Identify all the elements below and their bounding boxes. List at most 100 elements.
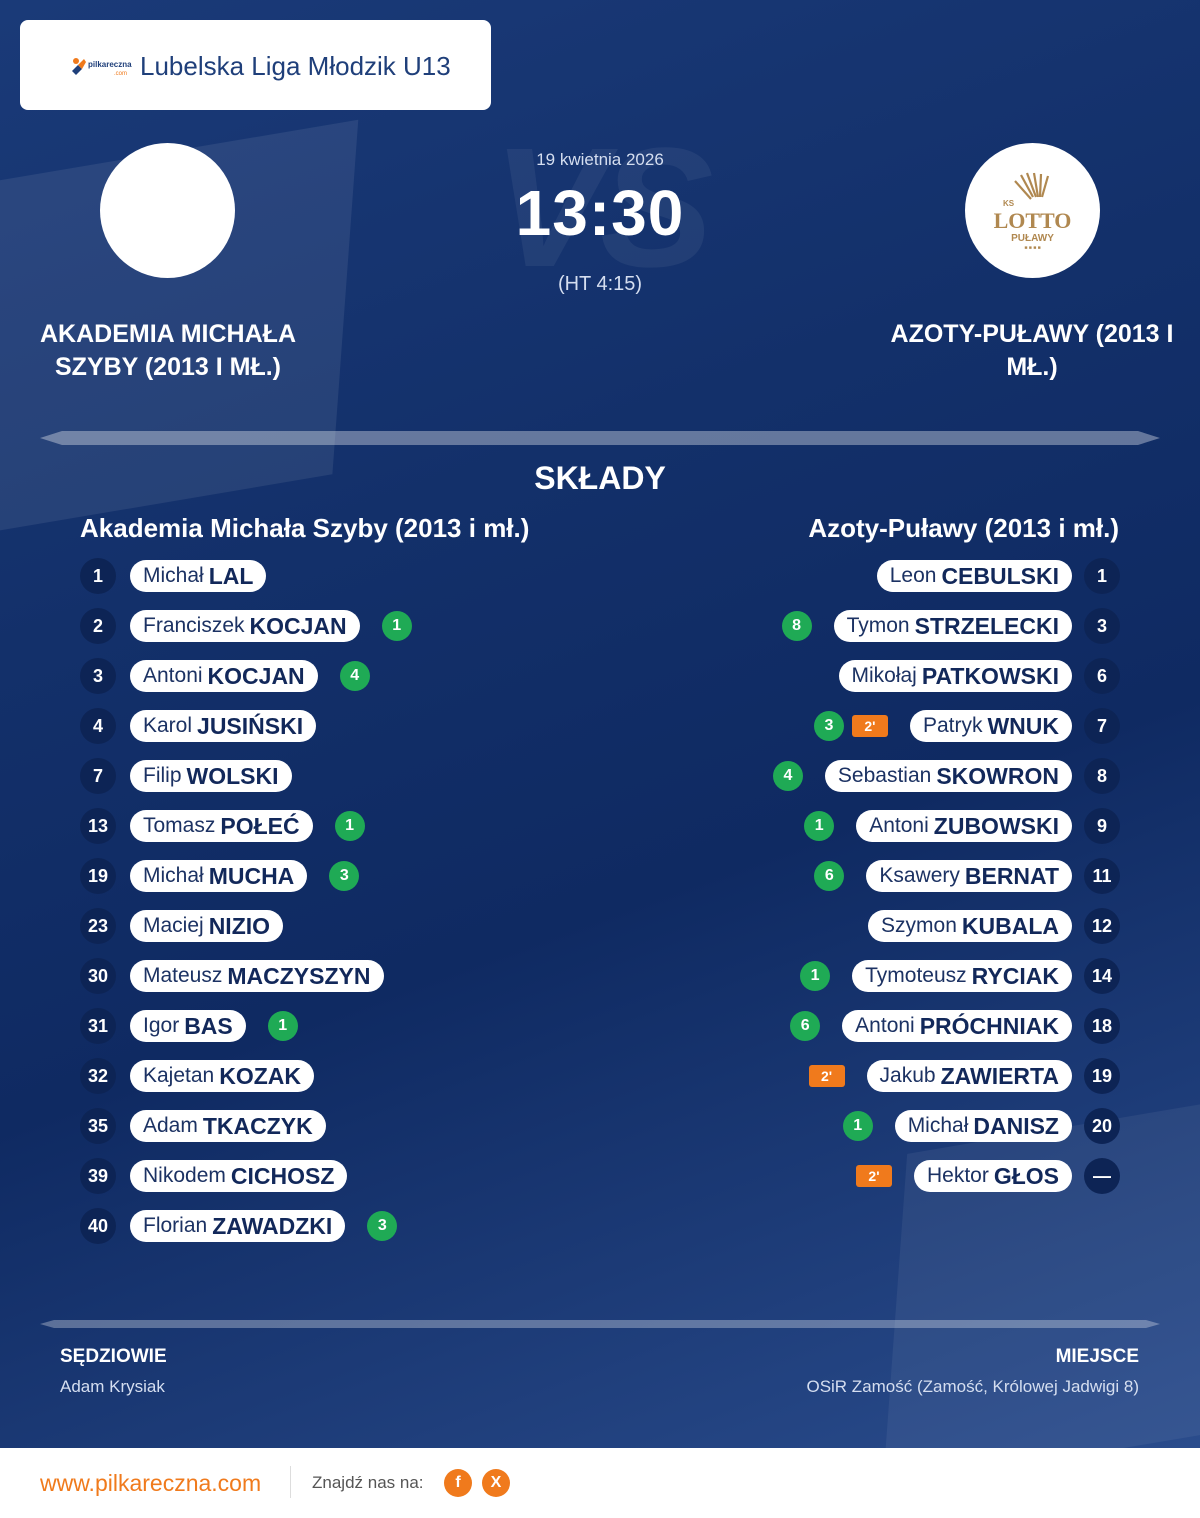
player-first-name: Szymon <box>881 914 957 937</box>
shirt-number: 14 <box>1084 958 1120 994</box>
away-player-row: 8 Sebastian SKOWRON 4 <box>772 758 1120 794</box>
goals-badge: 4 <box>772 761 803 791</box>
player-last-name: BERNAT <box>964 862 1059 889</box>
player-first-name: Ksawery <box>879 864 960 887</box>
svg-text:KS: KS <box>1003 199 1015 208</box>
footer-separator <box>290 1466 291 1498</box>
home-player-row: 1 Michał LAL <box>80 558 267 594</box>
away-player-row: 18 Antoni PRÓCHNIAK 6 <box>790 1008 1120 1044</box>
penalty-badge: 2' <box>855 1165 892 1187</box>
player-last-name: KUBALA <box>961 912 1059 939</box>
svg-text:pilkareczna: pilkareczna <box>88 60 132 69</box>
player-name-pill: Tymon STRZELECKI <box>833 610 1072 642</box>
home-player-row: 2 Franciszek KOCJAN 1 <box>80 608 412 644</box>
player-first-name: Jakub <box>879 1064 936 1087</box>
home-player-row: 19 Michał MUCHA 3 <box>80 858 360 894</box>
player-last-name: JUSIŃSKI <box>197 712 304 739</box>
player-first-name: Florian <box>143 1214 208 1237</box>
away-lineup-title: Azoty-Puławy (2013 i mł.) <box>808 513 1119 543</box>
player-name-pill: Mikołaj PATKOWSKI <box>838 660 1072 692</box>
shirt-number: 3 <box>1084 608 1120 644</box>
player-stats: 8 <box>781 611 812 641</box>
player-last-name: ZAWADZKI <box>212 1212 333 1239</box>
facebook-icon[interactable]: f <box>444 1469 472 1497</box>
goals-badge: 1 <box>267 1011 298 1041</box>
player-stats: 1 <box>804 811 835 841</box>
player-first-name: Kajetan <box>143 1064 215 1087</box>
shirt-number: 11 <box>1084 858 1120 894</box>
shirt-number: 3 <box>80 658 116 694</box>
shirt-number: 7 <box>80 758 116 794</box>
home-player-row: 30 Mateusz MACZYSZYN <box>80 958 384 994</box>
league-header: pilkareczna .com Lubelska Liga Młodzik U… <box>20 20 491 110</box>
player-name-pill: Karol JUSIŃSKI <box>130 710 317 742</box>
player-stats: 2' 3 <box>813 711 888 741</box>
away-player-row: 6 Mikołaj PATKOWSKI <box>838 658 1120 694</box>
venue-label: MIEJSCE <box>1055 1346 1139 1367</box>
player-name-pill: Igor BAS <box>130 1010 246 1042</box>
player-first-name: Karol <box>143 714 193 737</box>
website-link[interactable]: www.pilkareczna.com <box>40 1470 262 1496</box>
player-first-name: Nikodem <box>143 1164 226 1187</box>
home-lineup-title: Akademia Michała Szyby (2013 i mł.) <box>80 513 530 543</box>
goals-badge: 1 <box>381 611 412 641</box>
player-name-pill: Sebastian SKOWRON <box>824 760 1072 792</box>
home-team-name: AKADEMIA MICHAŁA SZYBY (2013 I MŁ.) <box>40 320 296 381</box>
player-stats: 1 <box>800 961 831 991</box>
player-last-name: LAL <box>208 562 254 589</box>
player-first-name: Mikołaj <box>851 664 917 687</box>
away-player-row: 20 Michał DANISZ 1 <box>842 1108 1120 1144</box>
shirt-number: 32 <box>80 1058 116 1094</box>
away-player-row: 12 Szymon KUBALA <box>868 908 1120 944</box>
player-first-name: Antoni <box>143 664 203 687</box>
player-first-name: Patryk <box>922 714 983 737</box>
away-player-row: 7 Patryk WNUK 2' 3 <box>813 708 1120 744</box>
player-name-pill: Antoni ZUBOWSKI <box>856 810 1072 842</box>
away-player-row: 9 Antoni ZUBOWSKI 1 <box>804 808 1120 844</box>
goals-badge: 6 <box>790 1011 821 1041</box>
player-name-pill: Patryk WNUK <box>909 710 1072 742</box>
home-player-row: 32 Kajetan KOZAK <box>80 1058 315 1094</box>
shirt-number: 9 <box>1084 808 1120 844</box>
player-first-name: Michał <box>907 1114 969 1137</box>
player-last-name: GŁOS <box>993 1162 1059 1189</box>
player-first-name: Tymon <box>846 614 910 637</box>
goals-badge: 3 <box>329 861 360 891</box>
shirt-number: 19 <box>1084 1058 1120 1094</box>
player-last-name: WNUK <box>987 712 1059 739</box>
player-last-name: MUCHA <box>208 862 295 889</box>
home-player-row: 31 Igor BAS 1 <box>80 1008 298 1044</box>
player-first-name: Antoni <box>869 814 929 837</box>
pilkareczna-logo: pilkareczna .com <box>72 58 132 77</box>
shirt-number: 35 <box>80 1108 116 1144</box>
player-name-pill: Tomasz POŁEĆ <box>130 810 313 842</box>
divider <box>40 431 1160 445</box>
player-name-pill: Szymon KUBALA <box>868 910 1072 942</box>
home-player-row: 39 Nikodem CICHOSZ <box>80 1158 348 1194</box>
away-team-name: AZOTY-PUŁAWY (2013 I MŁ.) <box>890 320 1174 381</box>
player-name-pill: Antoni PRÓCHNIAK <box>842 1010 1072 1042</box>
home-team-crest <box>100 143 235 278</box>
goals-badge: 3 <box>813 711 844 741</box>
goals-badge: 1 <box>334 811 365 841</box>
player-first-name: Adam <box>143 1114 198 1137</box>
home-player-row: 23 Maciej NIZIO <box>80 908 284 944</box>
shirt-number: 6 <box>1084 658 1120 694</box>
player-first-name: Maciej <box>143 914 204 937</box>
shirt-number: 23 <box>80 908 116 944</box>
player-last-name: DANISZ <box>973 1112 1059 1139</box>
home-player-row: 7 Filip WOLSKI <box>80 758 292 794</box>
player-stats: 4 <box>339 661 370 691</box>
player-last-name: ZUBOWSKI <box>933 812 1059 839</box>
away-player-row: 1 Leon CEBULSKI <box>876 558 1120 594</box>
player-stats: 1 <box>381 611 412 641</box>
lotto-pulawy-logo: KS LOTTO PUŁAWY ■ ■ ■ ■ <box>994 172 1071 251</box>
player-stats: 3 <box>329 861 360 891</box>
player-name-pill: Michał DANISZ <box>894 1110 1072 1142</box>
player-stats: 6 <box>814 861 845 891</box>
player-last-name: KOZAK <box>219 1062 302 1089</box>
player-first-name: Michał <box>143 564 204 587</box>
x-icon[interactable]: X <box>482 1469 510 1497</box>
home-player-row: 13 Tomasz POŁEĆ 1 <box>80 808 365 844</box>
shirt-number: 20 <box>1084 1108 1120 1144</box>
